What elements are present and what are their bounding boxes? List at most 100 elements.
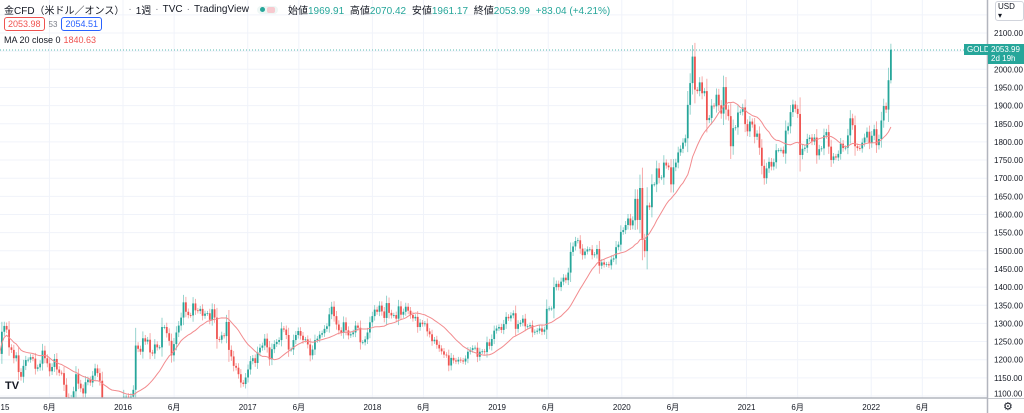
candle (340, 327, 343, 336)
settings-gear-icon[interactable]: ⚙ (1003, 401, 1013, 413)
candle (643, 233, 646, 258)
candle-body (369, 322, 371, 333)
tradingview-logo[interactable]: TV (5, 380, 20, 392)
candle-body (717, 94, 720, 106)
candle (631, 216, 634, 230)
candle (689, 73, 692, 115)
candle (48, 358, 51, 377)
candle (796, 104, 799, 118)
candle-body (364, 339, 367, 343)
price-tick: 1850.00 (994, 120, 1023, 129)
candle (450, 353, 453, 371)
candle-body (710, 105, 713, 118)
candle-body (297, 331, 300, 336)
candle (416, 311, 419, 333)
price-axis[interactable] (988, 0, 1024, 398)
candle-body (380, 305, 383, 312)
candle-body (889, 49, 892, 81)
price-axis-labels: 2100.00 2000.00 1950.00 1900.00 1850.00 1800.… (994, 29, 1023, 399)
time-axis[interactable] (0, 398, 987, 413)
candle-body (36, 367, 39, 369)
close-value: 2053.99 (493, 6, 530, 17)
candle (273, 340, 276, 354)
candle-body (46, 358, 49, 364)
candle-body (564, 277, 567, 281)
candle (744, 99, 747, 133)
candle-body (870, 135, 873, 143)
candle (187, 308, 190, 319)
candle-body (98, 373, 101, 381)
open-label: 始値 (287, 6, 308, 17)
candle-body (605, 264, 608, 266)
candle (435, 335, 438, 349)
candle (825, 128, 828, 139)
candle (603, 259, 606, 268)
candle (323, 325, 326, 337)
candle (550, 306, 553, 311)
candle (89, 376, 92, 386)
candle-body (498, 327, 500, 329)
price-tick: 1150.00 (994, 374, 1023, 383)
candle-body (803, 147, 806, 149)
candle (875, 121, 878, 153)
ma-value: 1840.63 (63, 35, 97, 45)
candle-body (285, 329, 288, 336)
candle (182, 294, 185, 326)
candle-body (698, 82, 701, 92)
candle (617, 241, 620, 251)
candle-body (775, 150, 778, 163)
buy-button[interactable]: 2054.51 (61, 17, 102, 31)
candle (153, 339, 156, 359)
candle (646, 187, 649, 270)
sell-button[interactable]: 2053.98 (4, 17, 45, 31)
time-tick: 6月 (667, 403, 679, 412)
candle (780, 147, 782, 153)
candle-body (337, 324, 340, 331)
candle-body (163, 327, 166, 328)
candle-body (760, 147, 763, 166)
chart-legend: 金CFD（米ドル／オンス） · 1週 · TVC · TradingView 始… (4, 2, 613, 17)
candle (607, 261, 610, 268)
candle (567, 267, 570, 286)
candle-body (314, 340, 316, 350)
currency-selector[interactable]: USD ▾ (995, 1, 1024, 21)
candle (165, 322, 168, 338)
candle (173, 337, 175, 362)
symbol-title[interactable]: 金CFD（米ドル／オンス） (4, 6, 125, 17)
candle (390, 309, 393, 319)
candle (703, 88, 706, 97)
candle-body (153, 344, 156, 354)
candle-body (789, 112, 792, 127)
close-label: 終値 (473, 6, 494, 17)
candle (361, 340, 364, 345)
candle (84, 376, 87, 400)
candle (161, 317, 163, 357)
candle-body (823, 135, 825, 149)
candle (811, 133, 813, 146)
candle-body (72, 391, 75, 399)
candle (395, 311, 398, 323)
market-status[interactable] (256, 5, 278, 14)
candle (419, 318, 422, 331)
candle-body (395, 315, 398, 319)
candle-body (397, 306, 400, 319)
candle-body (63, 373, 65, 385)
candle (579, 235, 582, 254)
candle (739, 109, 742, 115)
ma-indicator-legend[interactable]: MA 20 close 0 1840.63 (4, 35, 96, 45)
candle-body (705, 91, 708, 121)
candle-body (261, 345, 264, 348)
candle-body (476, 347, 479, 357)
candle-body (292, 340, 295, 350)
candle (533, 329, 536, 335)
candle (827, 124, 830, 154)
candle (619, 225, 622, 252)
candle (885, 102, 888, 114)
candle (309, 338, 312, 362)
candle (216, 307, 218, 349)
candle-body (447, 355, 450, 366)
candle-body (304, 339, 307, 341)
candle-body (686, 104, 689, 139)
candle (873, 124, 876, 141)
